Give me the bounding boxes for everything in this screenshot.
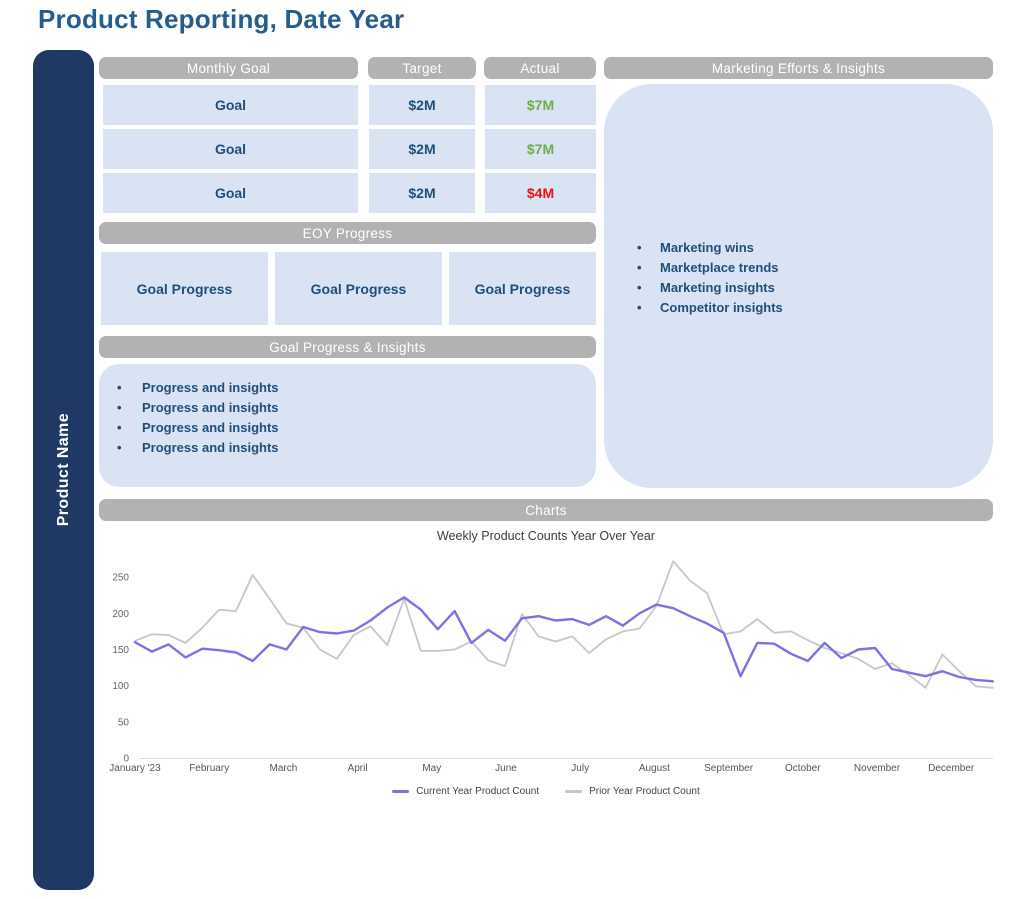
actual-value: $4M [485, 173, 596, 213]
x-tick-label: November [854, 763, 901, 774]
marketing-text: Competitor insights [660, 300, 783, 315]
y-tick-label: 200 [112, 609, 129, 620]
line-chart-svg: 0 50 100 150 200 250 January '23 February March A… [109, 560, 994, 774]
charts-header: Charts [99, 499, 993, 521]
x-tick-label: July [571, 763, 589, 774]
x-tick-label: September [704, 763, 754, 774]
actual-header: Actual [484, 57, 596, 79]
series-line-prior-year-product-count [134, 560, 994, 689]
y-tick-label: 150 [112, 645, 129, 656]
x-tick-label: March [270, 763, 298, 774]
list-item: • Competitor insights [637, 298, 969, 318]
marketing-text: Marketing insights [660, 280, 775, 295]
legend-label: Current Year Product Count [416, 786, 540, 797]
marketing-efforts-panel: • Marketing wins • Marketplace trends • Mar… [604, 84, 993, 488]
bullet-icon: • [637, 240, 642, 255]
goal-progress-box: Goal Progress [101, 252, 268, 325]
target-header: Target [368, 57, 476, 79]
chart-legend: Current Year Product Count Prior Year Pro… [99, 786, 993, 797]
goal-progress-insights-panel: • Progress and insights • Progress and ins… [99, 364, 596, 487]
insight-text: Progress and insights [142, 440, 279, 455]
insight-text: Progress and insights [142, 420, 279, 435]
insight-text: Progress and insights [142, 380, 279, 395]
bullet-icon: • [637, 300, 642, 315]
marketing-text: Marketplace trends [660, 260, 779, 275]
legend-swatch-icon [392, 790, 410, 793]
x-tick-label: August [639, 763, 670, 774]
y-tick-label: 100 [112, 681, 129, 692]
bullet-icon: • [117, 420, 122, 435]
x-tick-label: December [928, 763, 975, 774]
x-tick-label: October [785, 763, 821, 774]
page-title: Product Reporting, Date Year [38, 4, 405, 34]
goal-cell: Goal [103, 85, 358, 125]
list-item: • Marketing wins [637, 238, 969, 258]
x-tick-label: April [348, 763, 368, 774]
bullet-icon: • [637, 260, 642, 275]
list-item: • Progress and insights [117, 378, 576, 398]
target-value: $2M [369, 85, 475, 125]
x-tick-label: January '23 [109, 763, 161, 774]
legend-swatch-icon [565, 790, 583, 793]
y-tick-label: 50 [118, 717, 130, 728]
target-value: $2M [369, 129, 475, 169]
y-tick-label: 0 [123, 754, 129, 765]
target-value: $2M [369, 173, 475, 213]
legend-item: Current Year Product Count [392, 786, 539, 797]
goal-cell: Goal [103, 129, 358, 169]
goal-cell: Goal [103, 173, 358, 213]
list-item: • Marketing insights [637, 278, 969, 298]
bullet-icon: • [117, 400, 122, 415]
series-line-current-year-product-count [133, 596, 994, 683]
product-name-label: Product Name [54, 413, 72, 527]
bullet-icon: • [117, 440, 122, 455]
bullet-icon: • [117, 380, 122, 395]
legend-label: Prior Year Product Count [589, 786, 700, 797]
actual-value: $7M [485, 129, 596, 169]
marketing-efforts-header: Marketing Efforts & Insights [604, 57, 993, 79]
product-name-sidebar: Product Name [33, 50, 94, 890]
chart-title: Weekly Product Counts Year Over Year [437, 529, 655, 543]
legend-item: Prior Year Product Count [565, 786, 700, 797]
list-item: • Progress and insights [117, 418, 576, 438]
y-tick-label: 250 [112, 573, 129, 584]
bullet-icon: • [637, 280, 642, 295]
goal-progress-insights-header: Goal Progress & Insights [99, 336, 596, 358]
actual-value: $7M [485, 85, 596, 125]
eoy-progress-header: EOY Progress [99, 222, 596, 244]
yoy-line-chart: 0 50 100 150 200 250 January '23 February March A… [99, 550, 999, 782]
list-item: • Progress and insights [117, 438, 576, 458]
marketing-text: Marketing wins [660, 240, 754, 255]
x-tick-label: May [422, 763, 441, 774]
list-item: • Progress and insights [117, 398, 576, 418]
monthly-goal-header: Monthly Goal [99, 57, 358, 79]
x-tick-label: June [495, 763, 517, 774]
list-item: • Marketplace trends [637, 258, 969, 278]
goal-progress-box: Goal Progress [449, 252, 596, 325]
goal-progress-box: Goal Progress [275, 252, 442, 325]
insight-text: Progress and insights [142, 400, 279, 415]
x-tick-label: February [189, 763, 229, 774]
